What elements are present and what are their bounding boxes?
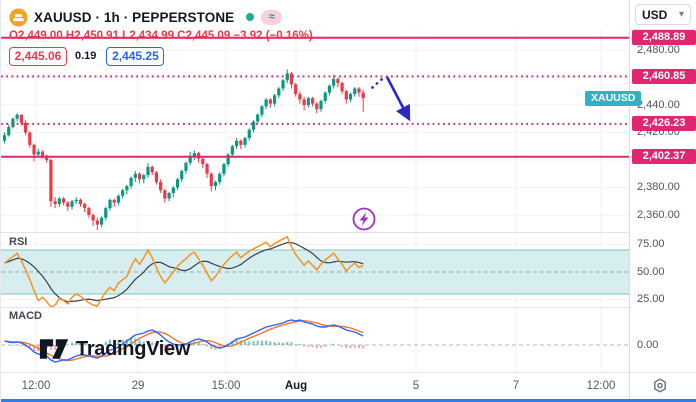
bottom-accent-bar: [1, 399, 696, 402]
price-tick: 2,380.00: [637, 181, 680, 193]
tradingview-logo[interactable]: TradingView: [39, 334, 190, 364]
time-tick: 12:00: [586, 380, 616, 392]
quote-row: 2,445.06 0.19 2,445.25: [9, 46, 165, 66]
chevron-down-icon: ▾: [678, 9, 684, 20]
market-status-dot: [246, 13, 255, 21]
tradingview-logo-icon: [39, 339, 69, 359]
price-level-label: 2,460.85: [632, 68, 696, 84]
buy-button[interactable]: 2,445.25: [106, 46, 165, 66]
spread-value: 0.19: [75, 50, 97, 62]
macd-pane-label[interactable]: MACD: [9, 310, 42, 322]
rsi-pane-label[interactable]: RSI: [9, 236, 28, 248]
price-axis[interactable]: USD ▾ 2,480.00 2,440.00 2,420.00 2,380.00 2,…: [629, 0, 696, 372]
time-tick: 29: [131, 380, 145, 392]
time-tick: 7: [512, 380, 520, 392]
symbol-title[interactable]: XAUUSD · 1h · PEPPERSTONE: [34, 9, 235, 25]
price-tick: 2,440.00: [637, 98, 680, 111]
rsi-tick: 50.00: [637, 265, 665, 278]
price-tick: 2,360.00: [637, 208, 680, 221]
sell-button[interactable]: 2,445.06: [9, 46, 67, 66]
ohlc-readout: O2,449.00 H2,450.91 L2,434.99 C2,445.09 …: [9, 30, 313, 42]
gold-symbol-icon: [9, 7, 28, 27]
time-tick: 5: [412, 380, 420, 392]
pane-divider-macd[interactable]: [1, 307, 696, 308]
tradingview-logo-text: TradingView: [76, 337, 191, 360]
price-level-label: 2,426.23: [632, 116, 696, 132]
symbol-price-tag: XAUUSD: [585, 90, 642, 106]
symbol-header[interactable]: XAUUSD · 1h · PEPPERSTONE ≈: [9, 7, 283, 27]
currency-dropdown[interactable]: USD ▾: [635, 4, 691, 25]
rsi-tick: 75.00: [637, 238, 665, 250]
macd-tick: 0.00: [637, 338, 659, 351]
axis-separator: [629, 0, 630, 399]
price-level-label: 2,488.89: [632, 30, 696, 46]
time-tick: 15:00: [211, 380, 241, 392]
axis-divider: [630, 29, 696, 30]
delayed-data-badge[interactable]: ≈: [261, 9, 283, 25]
price-level-label: 2,402.37: [632, 149, 696, 165]
rsi-tick: 25.00: [637, 293, 665, 305]
price-tick: 2,480.00: [637, 43, 680, 56]
pane-divider-rsi[interactable]: [1, 232, 696, 233]
time-axis[interactable]: 12:00 29 15:00 Aug 5 7 12:00: [1, 372, 696, 400]
axis-settings-gear-icon[interactable]: [649, 376, 671, 396]
candlestick-chart[interactable]: [1, 0, 629, 399]
time-tick: 12:00: [21, 380, 51, 392]
time-tick: Aug: [284, 380, 308, 392]
currency-label: USD: [642, 7, 668, 22]
